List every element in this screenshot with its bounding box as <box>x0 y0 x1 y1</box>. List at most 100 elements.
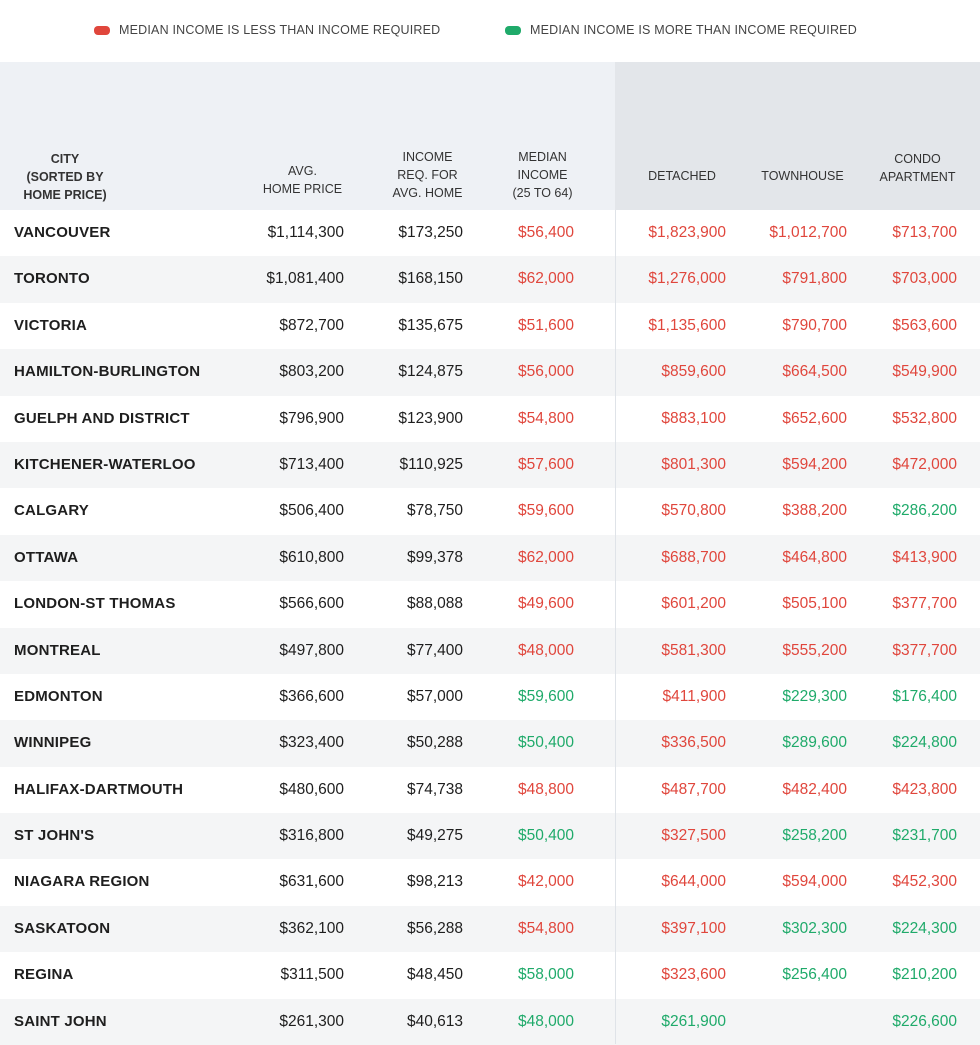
townhouse-price-cell: $482,400 <box>782 780 847 798</box>
table-row: WINNIPEG $323,400 $50,288 $50,400 $336,500 $2… <box>0 720 980 767</box>
condo-price-cell: $452,300 <box>892 873 957 891</box>
avg-home-price-cell: $796,900 <box>279 409 344 427</box>
avg-home-price-cell: $610,800 <box>279 548 344 566</box>
townhouse-price-cell: $229,300 <box>782 687 847 705</box>
table-row: HALIFAX-DARTMOUTH $480,600 $74,738 $48,800 $… <box>0 767 980 813</box>
avg-home-price-cell: $497,800 <box>279 641 344 659</box>
table-row: SAINT JOHN $261,300 $40,613 $48,000 $261,900… <box>0 998 980 1045</box>
green-swatch-icon <box>505 25 521 35</box>
detached-price-cell: $1,823,900 <box>648 224 726 241</box>
townhouse-price-cell: $505,100 <box>782 595 847 613</box>
townhouse-price-cell: $289,600 <box>782 734 847 752</box>
income-required-cell: $48,450 <box>406 966 463 984</box>
median-income-cell: $56,400 <box>517 224 574 241</box>
detached-price-cell: $581,300 <box>661 641 726 659</box>
townhouse-price-cell: $302,300 <box>782 919 847 937</box>
income-required-cell: $110,925 <box>399 455 464 473</box>
header-detached: DETACHED <box>648 169 716 183</box>
table-row: KITCHENER-WATERLOO $713,400 $110,925 $57,60… <box>0 441 980 489</box>
city-cell: VICTORIA <box>14 316 87 334</box>
city-cell: SAINT JOHN <box>14 1012 107 1030</box>
condo-price-cell: $713,700 <box>892 224 957 241</box>
city-cell: SASKATOON <box>14 919 111 937</box>
income-required-cell: $49,275 <box>406 827 463 845</box>
table-row: REGINA $311,500 $48,450 $58,000 $323,600 $256… <box>0 952 980 998</box>
income-required-cell: $40,613 <box>406 1012 463 1030</box>
avg-home-price-cell: $311,500 <box>280 966 345 984</box>
avg-home-price-cell: $316,800 <box>279 827 344 845</box>
townhouse-price-cell: $790,700 <box>782 316 847 334</box>
city-cell: HALIFAX-DARTMOUTH <box>14 780 184 798</box>
red-swatch-icon <box>94 25 110 35</box>
income-required-cell: $50,288 <box>406 734 463 752</box>
table-row: TORONTO $1,081,400 $168,150 $62,000 $1,276,0… <box>0 256 980 303</box>
income-required-cell: $56,288 <box>406 919 463 937</box>
income-required-cell: $124,875 <box>398 363 463 381</box>
townhouse-price-cell: $555,200 <box>782 641 847 659</box>
property-type-header-bg <box>615 62 980 210</box>
table-body: VANCOUVER $1,114,300 $173,250 $56,400 $1,823… <box>0 210 980 1045</box>
legend-item-less: MEDIAN INCOME IS LESS THAN INCOME REQUIR… <box>94 23 440 37</box>
median-income-cell: $56,000 <box>517 363 574 381</box>
city-cell: HAMILTON-BURLINGTON <box>14 363 201 381</box>
median-income-cell: $62,000 <box>517 548 574 566</box>
table-row: OTTAWA $610,800 $99,378 $62,000 $688,700 $464… <box>0 534 980 582</box>
median-income-cell: $54,800 <box>517 409 574 427</box>
townhouse-price-cell: $1,012,700 <box>769 224 847 241</box>
condo-price-cell: $176,400 <box>892 687 957 705</box>
detached-price-cell: $397,100 <box>661 919 726 937</box>
income-required-cell: $98,213 <box>406 873 463 891</box>
condo-price-cell: $231,700 <box>892 827 957 845</box>
detached-price-cell: $411,900 <box>662 687 727 705</box>
townhouse-price-cell: $594,200 <box>782 455 847 473</box>
avg-home-price-cell: $631,600 <box>279 873 344 891</box>
city-cell: CALGARY <box>14 502 90 520</box>
avg-home-price-cell: $506,400 <box>279 502 344 520</box>
median-income-cell: $48,800 <box>517 780 574 798</box>
table-row: CALGARY $506,400 $78,750 $59,600 $570,800 $38… <box>0 488 980 534</box>
city-cell: LONDON-ST THOMAS <box>14 595 176 613</box>
condo-price-cell: $377,700 <box>892 595 957 613</box>
detached-price-cell: $1,135,600 <box>648 316 726 334</box>
townhouse-price-cell: $258,200 <box>782 827 847 845</box>
legend-label: MEDIAN INCOME IS MORE THAN INCOME REQUIR… <box>530 23 857 37</box>
header-condo-apartment: CONDO APARTMENT <box>879 152 956 184</box>
median-income-cell: $51,600 <box>517 316 574 334</box>
townhouse-price-cell: $791,800 <box>782 270 847 288</box>
income-required-cell: $77,400 <box>406 641 463 659</box>
city-cell: ST JOHN'S <box>14 827 95 845</box>
header-income-required: INCOME REQ. FOR AVG. HOME <box>392 150 463 200</box>
detached-price-cell: $601,200 <box>661 595 726 613</box>
condo-price-cell: $286,200 <box>892 502 957 520</box>
city-cell: MONTREAL <box>14 641 101 659</box>
detached-price-cell: $859,600 <box>661 363 726 381</box>
median-income-cell: $48,000 <box>517 1012 574 1030</box>
detached-price-cell: $487,700 <box>661 780 726 798</box>
income-required-cell: $135,675 <box>398 316 463 334</box>
median-income-cell: $62,000 <box>517 270 574 288</box>
avg-home-price-cell: $566,600 <box>279 595 344 613</box>
income-required-cell: $123,900 <box>398 409 463 427</box>
table-row: MONTREAL $497,800 $77,400 $48,000 $581,300 $5… <box>0 627 980 674</box>
condo-price-cell: $226,600 <box>892 1012 957 1030</box>
condo-price-cell: $549,900 <box>892 363 957 381</box>
city-cell: OTTAWA <box>14 548 79 566</box>
header-city: CITY (SORTED BY HOME PRICE) <box>23 152 107 202</box>
median-income-cell: $59,600 <box>517 687 574 705</box>
condo-price-cell: $224,800 <box>892 734 957 752</box>
table-row: HAMILTON-BURLINGTON $803,200 $124,875 $56,0… <box>0 349 980 396</box>
condo-price-cell: $703,000 <box>892 270 957 288</box>
avg-home-price-cell: $803,200 <box>279 363 344 381</box>
city-cell: REGINA <box>14 966 74 984</box>
condo-price-cell: $532,800 <box>892 409 957 427</box>
median-income-cell: $42,000 <box>517 873 574 891</box>
detached-price-cell: $1,276,000 <box>648 270 726 288</box>
avg-home-price-cell: $480,600 <box>279 780 344 798</box>
avg-home-price-cell: $1,114,300 <box>267 224 344 241</box>
table-row: LONDON-ST THOMAS $566,600 $88,088 $49,600 $6… <box>0 581 980 627</box>
table-row: EDMONTON $366,600 $57,000 $59,600 $411,900 $2… <box>0 674 980 720</box>
city-cell: NIAGARA REGION <box>14 873 150 891</box>
city-cell: GUELPH AND DISTRICT <box>14 409 190 427</box>
avg-home-price-cell: $1,081,400 <box>266 270 344 288</box>
column-divider <box>615 210 616 1044</box>
